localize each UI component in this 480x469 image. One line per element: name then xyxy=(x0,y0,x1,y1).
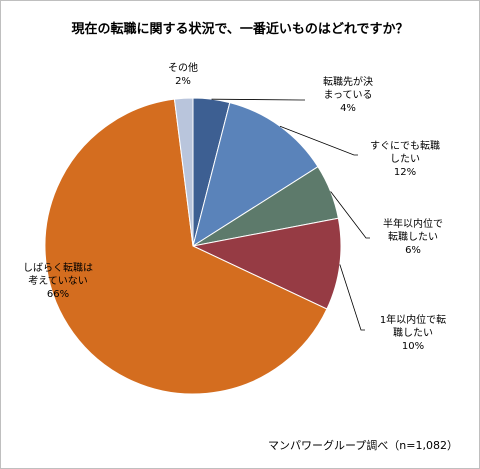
slice-value-label: 66% xyxy=(46,289,70,300)
leader-line-1 xyxy=(279,125,358,156)
slice-value-label: 6% xyxy=(405,245,421,256)
slice-label-text: その他 xyxy=(168,63,198,74)
slice-label-text: しばらく転職は xyxy=(23,263,93,274)
slice-label-text: 転職先が決 xyxy=(323,77,373,88)
source-note: マンパワーグループ調べ（n=1,082） xyxy=(267,439,458,452)
slice-label-text: まっている xyxy=(323,90,373,101)
slice-label-text: 考えていない xyxy=(28,276,88,287)
slice-label-text: 半年以内位で xyxy=(383,219,443,230)
slice-label-4: しばらく転職は 考えていない 66% xyxy=(8,262,108,301)
slice-value-label: 2% xyxy=(175,76,191,87)
slice-label-text: すぐにでも転職 xyxy=(370,141,440,152)
slice-value-label: 4% xyxy=(340,103,356,114)
slice-label-5: その他 2% xyxy=(148,62,218,88)
slice-label-3: 1年以内位で転 職したい 10% xyxy=(363,314,463,353)
chart-title: 現在の転職に関する状況で、一番近いものはどれですか？ xyxy=(71,22,409,37)
slice-value-label: 12% xyxy=(393,167,417,178)
leader-line-2 xyxy=(330,191,370,239)
slice-label-text: 1年以内位で転 xyxy=(379,315,447,326)
slice-label-text: したい xyxy=(390,154,420,165)
pie-slice-5 xyxy=(173,97,194,247)
slice-label-2: 半年以内位で 転職したい 6% xyxy=(368,218,458,257)
pie-slice-4 xyxy=(44,98,328,395)
slice-label-0: 転職先が決まっている 4% xyxy=(303,76,393,115)
slice-label-text: 転職したい xyxy=(388,232,438,243)
slice-label-text: 職したい xyxy=(393,328,433,339)
slice-label-1: すぐにでも転職 したい 12% xyxy=(355,140,455,179)
leader-line-0 xyxy=(211,98,305,101)
leader-line-3 xyxy=(339,264,365,331)
slice-value-label: 10% xyxy=(401,341,425,352)
